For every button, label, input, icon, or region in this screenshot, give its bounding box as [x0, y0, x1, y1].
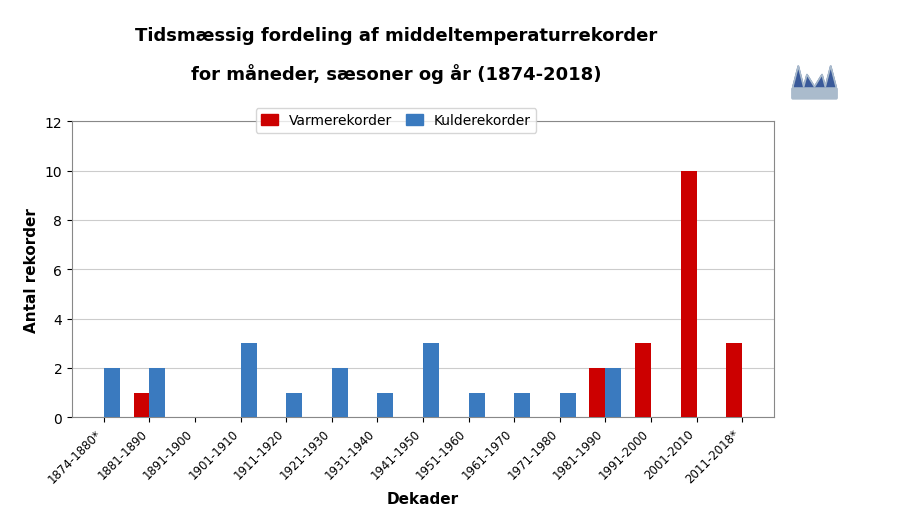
Bar — [726, 344, 742, 417]
Bar — [104, 368, 120, 417]
Bar — [469, 393, 484, 417]
Bar — [680, 172, 697, 417]
Bar — [635, 344, 651, 417]
Bar — [423, 344, 439, 417]
Text: for måneder, sæsoner og år (1874-2018): for måneder, sæsoner og år (1874-2018) — [191, 64, 601, 84]
X-axis label: Dekader: Dekader — [387, 491, 459, 506]
Bar — [332, 368, 347, 417]
Text: DMI: DMI — [797, 120, 832, 135]
FancyBboxPatch shape — [792, 89, 837, 100]
Bar — [133, 393, 149, 417]
Bar — [606, 368, 621, 417]
Polygon shape — [793, 67, 836, 91]
Bar — [514, 393, 530, 417]
Bar — [149, 368, 166, 417]
Bar — [377, 393, 393, 417]
Bar — [560, 393, 576, 417]
Legend: Varmerekorder, Kulderekorder: Varmerekorder, Kulderekorder — [256, 109, 536, 134]
Text: Tidsmæssig fordeling af middeltemperaturrekorder: Tidsmæssig fordeling af middeltemperatur… — [135, 26, 657, 45]
Bar — [590, 368, 606, 417]
Y-axis label: Antal rekorder: Antal rekorder — [24, 208, 39, 332]
Bar — [286, 393, 302, 417]
Bar — [240, 344, 256, 417]
